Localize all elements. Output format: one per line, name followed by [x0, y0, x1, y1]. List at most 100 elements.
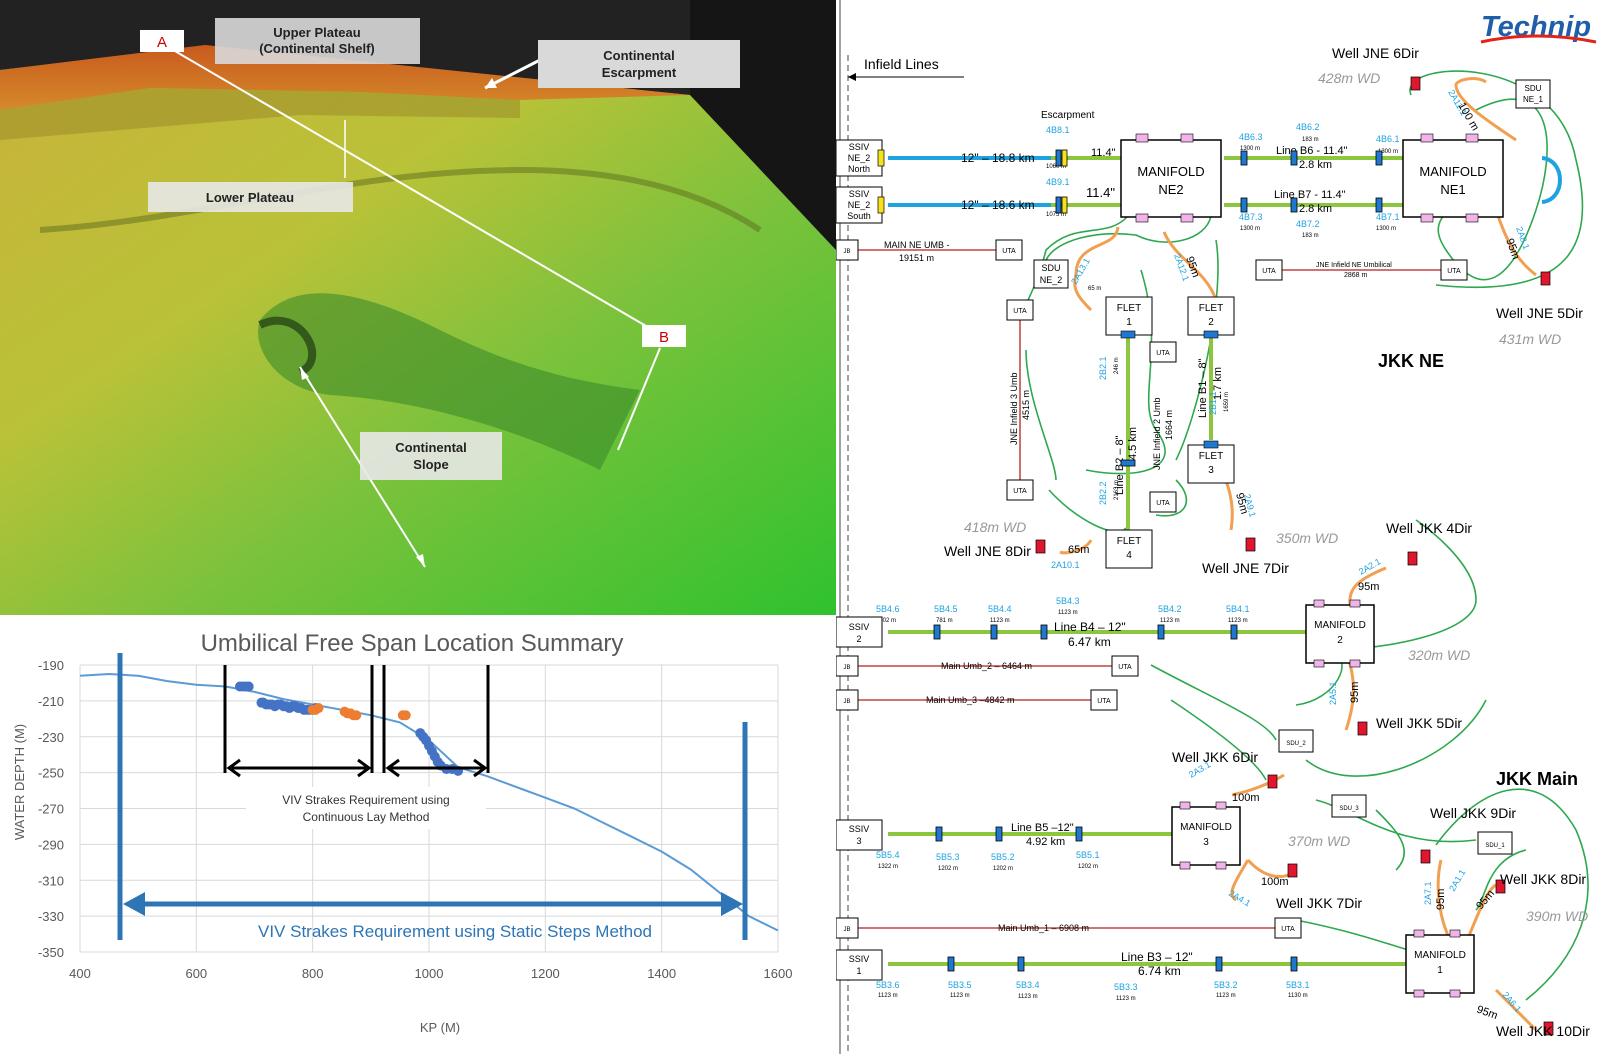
seabed-terrain-image: A B Upper Plateau (Continental Shelf) Co…: [0, 0, 836, 615]
svg-text:Line B3 – 12": Line B3 – 12": [1121, 950, 1193, 964]
svg-text:390m WD: 390m WD: [1526, 908, 1588, 924]
svg-text:1: 1: [1126, 317, 1132, 328]
svg-text:2A10.1: 2A10.1: [1051, 560, 1080, 570]
well-jkk-8dir: Well JKK 8Dir: [1500, 871, 1586, 887]
svg-text:4B6.1: 4B6.1: [1376, 134, 1400, 144]
svg-text:Main Umb_3 –4842 m: Main Umb_3 –4842 m: [926, 695, 1015, 705]
svg-text:11.4": 11.4": [1086, 185, 1115, 200]
svg-text:781 m: 781 m: [936, 618, 953, 624]
svg-text:UTA: UTA: [1156, 350, 1170, 357]
x-tick-label: 800: [302, 966, 324, 981]
svg-text:5B5.3: 5B5.3: [936, 852, 960, 862]
svg-text:5B3.4: 5B3.4: [1016, 980, 1040, 990]
svg-text:Main Umb_1 – 6908 m: Main Umb_1 – 6908 m: [998, 923, 1089, 933]
svg-text:1.7 km: 1.7 km: [1212, 367, 1224, 400]
sdu-ne1: SDU NE_1: [1515, 79, 1551, 109]
svg-text:JB: JB: [843, 665, 850, 671]
infield-lines-label: Infield Lines: [864, 56, 939, 72]
y-tick-label: -290: [38, 837, 64, 852]
svg-text:95m: 95m: [1233, 492, 1250, 516]
svg-text:1300 m: 1300 m: [1240, 226, 1260, 232]
svg-text:SDU_1: SDU_1: [1485, 843, 1505, 849]
svg-text:JB: JB: [843, 927, 850, 933]
svg-text:SDU: SDU: [1525, 84, 1542, 93]
svg-text:1123 m: 1123 m: [878, 993, 898, 999]
svg-text:Escarpment: Escarpment: [1041, 110, 1095, 121]
svg-text:95m: 95m: [1435, 889, 1447, 910]
free-span-point-blue: [243, 681, 254, 692]
svg-text:JB: JB: [843, 249, 850, 255]
svg-text:1123 m: 1123 m: [950, 993, 970, 999]
svg-text:6.74 km: 6.74 km: [1138, 964, 1181, 978]
x-tick-label: 1600: [764, 966, 793, 981]
x-axis-label: KP (M): [420, 1020, 460, 1035]
svg-text:1300 m: 1300 m: [1240, 146, 1260, 152]
svg-text:4B8.1: 4B8.1: [1046, 125, 1070, 135]
section-line-a-b: [167, 46, 671, 341]
y-tick-label: -230: [38, 730, 64, 745]
svg-text:4B7.3: 4B7.3: [1239, 212, 1263, 222]
svg-text:5B5.4: 5B5.4: [876, 850, 900, 860]
y-axis-label: WATER DEPTH (M): [12, 724, 27, 840]
svg-text:MANIFOLD: MANIFOLD: [1314, 620, 1366, 631]
svg-text:1: 1: [856, 966, 861, 976]
svg-text:MANIFOLD: MANIFOLD: [1419, 164, 1486, 179]
svg-text:4.5 km: 4.5 km: [1127, 427, 1139, 460]
svg-text:65 m: 65 m: [1088, 286, 1101, 292]
ssiv-3: SSIV 3: [836, 819, 883, 851]
svg-text:5B5.2: 5B5.2: [991, 852, 1015, 862]
x-tick-label: 1400: [647, 966, 676, 981]
svg-text:1300 m: 1300 m: [1376, 226, 1396, 232]
svg-text:5B4.5: 5B4.5: [934, 604, 958, 614]
svg-text:4B6.3: 4B6.3: [1239, 132, 1263, 142]
svg-text:Line B5 –12": Line B5 –12": [1011, 822, 1074, 834]
y-tick-label: -250: [38, 766, 64, 781]
svg-text:5B5.1: 5B5.1: [1076, 850, 1100, 860]
svg-text:5B3.3: 5B3.3: [1114, 982, 1138, 992]
well-jkk-10dir: Well JKK 10Dir: [1496, 1023, 1590, 1039]
svg-text:Lower Plateau: Lower Plateau: [206, 190, 294, 205]
jkk-main-label: JKK Main: [1496, 769, 1578, 789]
svg-text:UTA: UTA: [1156, 500, 1170, 507]
svg-text:5B4.6: 5B4.6: [876, 604, 900, 614]
svg-text:JB: JB: [843, 699, 850, 705]
sdu-1: SDU_1: [1477, 831, 1513, 855]
svg-text:UTA: UTA: [1262, 268, 1276, 275]
svg-text:SSIV: SSIV: [849, 954, 870, 964]
static-steps-label: VIV Strakes Requirement using Static Ste…: [258, 922, 652, 941]
svg-text:Line B7 - 11.4": Line B7 - 11.4": [1274, 189, 1346, 201]
escarpment-label: [538, 40, 740, 88]
svg-text:2: 2: [1208, 317, 1214, 328]
svg-text:6.47 km: 6.47 km: [1068, 635, 1111, 649]
svg-text:100m: 100m: [1232, 792, 1260, 804]
well-markers: [1035, 76, 1554, 1036]
svg-text:FLET: FLET: [1199, 451, 1223, 462]
svg-text:1123 m: 1123 m: [1058, 610, 1078, 616]
svg-text:2B1.1: 2B1.1: [1208, 391, 1218, 415]
svg-text:11.4": 11.4": [1091, 147, 1116, 159]
static-steps-markers: [117, 653, 748, 940]
svg-text:95m: 95m: [1349, 682, 1361, 703]
svg-text:12" – 18.6 km: 12" – 18.6 km: [961, 198, 1035, 212]
y-tick-label: -270: [38, 802, 64, 817]
svg-text:5B3.2: 5B3.2: [1214, 980, 1238, 990]
svg-text:4B7.1: 4B7.1: [1376, 212, 1400, 222]
svg-text:JNE Infield 3 Umb: JNE Infield 3 Umb: [1009, 372, 1019, 445]
svg-text:Line B6 - 11.4": Line B6 - 11.4": [1276, 145, 1348, 157]
svg-text:JNE Infield NE Umbilical: JNE Infield NE Umbilical: [1316, 262, 1392, 269]
svg-text:12" – 18.8 km: 12" – 18.8 km: [961, 151, 1035, 165]
svg-text:100m: 100m: [1261, 876, 1289, 888]
ssiv-2: SSIV 2: [836, 616, 883, 648]
svg-text:2163 m: 2163 m: [1114, 480, 1120, 500]
svg-text:UTA: UTA: [1097, 698, 1111, 705]
svg-text:1123 m: 1123 m: [1116, 996, 1136, 1002]
svg-text:NE_2: NE_2: [848, 200, 871, 210]
manifold-ne2: MANIFOLD NE2: [1120, 133, 1222, 223]
svg-text:3: 3: [1203, 837, 1209, 848]
well-jne-8dir: Well JNE 8Dir: [944, 543, 1031, 559]
svg-text:2.8 km: 2.8 km: [1299, 159, 1332, 171]
svg-text:SDU_2: SDU_2: [1286, 741, 1306, 747]
svg-text:Slope: Slope: [413, 457, 448, 472]
continuous-lay-brackets: [223, 665, 490, 778]
well-jne-7dir: Well JNE 7Dir: [1202, 560, 1289, 576]
